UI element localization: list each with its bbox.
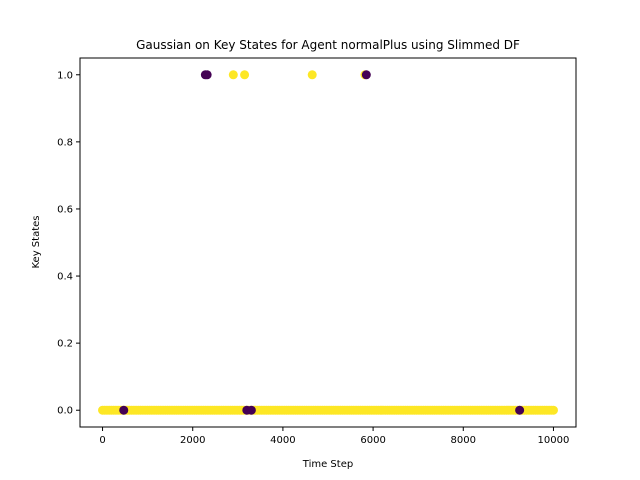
- x-tick-label: 8000: [451, 435, 476, 446]
- data-point: [228, 70, 238, 80]
- data-point: [548, 405, 558, 415]
- x-axis-label: Time Step: [302, 459, 353, 470]
- x-tick-label: 6000: [360, 435, 385, 446]
- data-point: [240, 70, 250, 80]
- plot-frame: [79, 57, 577, 428]
- data-point: [119, 405, 129, 415]
- y-tick-label: 0.8: [57, 137, 73, 148]
- data-point: [246, 405, 256, 415]
- x-tick-label: 4000: [270, 435, 295, 446]
- y-tick-label: 1.0: [57, 70, 73, 81]
- y-tick-label: 0.4: [57, 272, 73, 283]
- data-point: [361, 70, 371, 80]
- data-point: [307, 70, 317, 80]
- x-tick-label: 10000: [538, 435, 570, 446]
- y-tick-label: 0.2: [57, 339, 73, 350]
- points-layer: [98, 70, 558, 415]
- data-point: [515, 405, 525, 415]
- axes-layer: 0 2000 4000 6000 8000 10000 0.0 0.2 0.4 0.6 0.8 1.0: [57, 57, 577, 446]
- chart-title: Gaussian on Key States for Agent normalP…: [136, 38, 520, 52]
- y-tick-label: 0.0: [57, 406, 73, 417]
- x-tick-label: 2000: [180, 435, 205, 446]
- y-axis-label: Key States: [31, 216, 42, 269]
- x-tick-label: 0: [99, 435, 105, 446]
- y-tick-label: 0.6: [57, 204, 73, 215]
- data-point: [202, 70, 212, 80]
